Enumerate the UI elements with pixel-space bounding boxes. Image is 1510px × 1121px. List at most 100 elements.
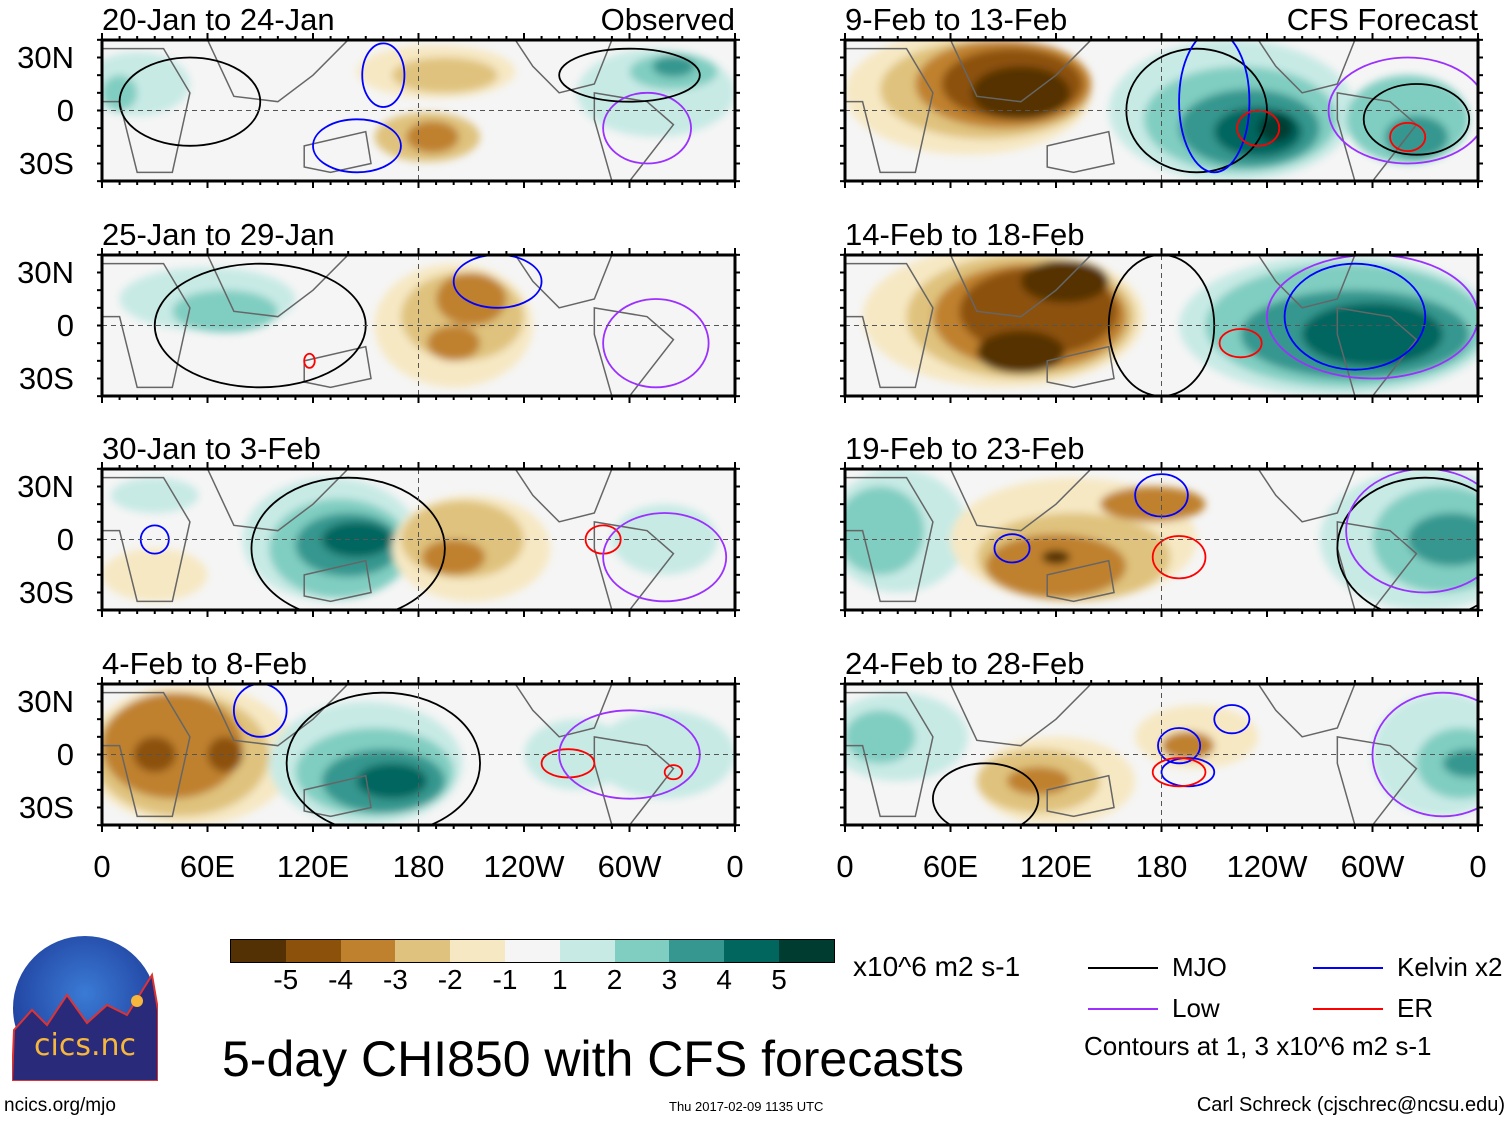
kelvin-contour (1283, 262, 1427, 371)
er-contour (1236, 109, 1281, 147)
chi-anomaly-region (133, 736, 176, 773)
lat-label: 0 (56, 308, 74, 343)
kelvin-contour (1157, 727, 1202, 765)
coastline (303, 774, 372, 818)
lon-label: 120W (1226, 849, 1308, 884)
coastline (1046, 774, 1115, 818)
lat-label: 0 (56, 522, 74, 557)
chi-anomaly-region (422, 539, 486, 575)
lat-label: 30S (18, 146, 74, 181)
chi-anomaly-region (172, 290, 278, 333)
lon-label: 0 (1469, 849, 1487, 884)
lat-label: 30S (18, 361, 74, 396)
panel-title: 30-Jan to 3-Feb (102, 431, 321, 466)
coastline (514, 469, 613, 523)
coastline (206, 469, 350, 532)
colorbar-swatch (724, 940, 779, 962)
colorbar-label: 4 (716, 964, 732, 995)
colorbar-swatch (395, 940, 451, 962)
coastline (1336, 91, 1418, 181)
timestamp: Thu 2017-02-09 1135 UTC (669, 1099, 824, 1114)
map-plot (840, 248, 1483, 403)
lon-label: 0 (93, 849, 111, 884)
coastline (102, 262, 191, 389)
panel-tag: CFS Forecast (1286, 2, 1478, 37)
colorbar-label: 1 (552, 964, 568, 995)
mjo-contour (118, 56, 262, 147)
colorbar-swatch (450, 940, 505, 962)
legend-mjo: MJO (1088, 952, 1227, 983)
chi-anomaly-region (1041, 550, 1071, 565)
chi-anomaly-region (436, 272, 507, 326)
er-contour (540, 748, 596, 779)
colorbar-label: 5 (771, 964, 787, 995)
chi-anomaly-region (1258, 114, 1294, 143)
er-line-icon (1313, 1007, 1383, 1010)
chi-anomaly-region (392, 57, 498, 93)
mjo-contour (1336, 476, 1478, 610)
map-plot (97, 33, 740, 188)
low-contour (602, 298, 710, 389)
coastline (1046, 559, 1115, 603)
low-line-icon (1088, 1007, 1158, 1010)
coastline (514, 255, 613, 309)
coastline (1046, 345, 1115, 389)
chi-anomaly-region (1442, 749, 1478, 778)
coastline (845, 476, 934, 603)
kelvin-contour (1178, 40, 1251, 174)
mjo-contour (932, 762, 1040, 825)
coastline (845, 691, 934, 818)
chi-anomaly-region (1099, 486, 1206, 522)
colorbar-swatch (559, 940, 615, 962)
kelvin-line-icon (1313, 966, 1383, 969)
lat-label: 30S (18, 575, 74, 610)
kelvin-contour (232, 684, 288, 738)
coastline (514, 684, 613, 738)
coastline (102, 691, 191, 818)
map-plot (97, 677, 740, 832)
panel-title: 4-Feb to 8-Feb (102, 646, 308, 681)
colorbar-swatch (778, 940, 834, 962)
lon-label: 180 (1135, 849, 1188, 884)
coastline (845, 262, 934, 389)
lon-label: 60W (1340, 849, 1405, 884)
chi-anomaly-region (427, 325, 481, 361)
low-contour (1345, 469, 1478, 594)
map-plot (840, 462, 1483, 617)
lat-label: 30N (17, 684, 74, 719)
map-plot (840, 33, 1483, 188)
map-plot (97, 248, 740, 403)
panel-title: 20-Jan to 24-Jan (102, 2, 335, 37)
coastline (1336, 735, 1418, 825)
panel-title: 9-Feb to 13-Feb (845, 2, 1068, 37)
chi-anomaly-region (524, 719, 630, 790)
er-contour (1151, 535, 1207, 580)
coastline (1257, 684, 1356, 738)
legend-er: ER (1313, 993, 1433, 1024)
chi-anomaly-region (1384, 115, 1449, 159)
panel-title: 25-Jan to 29-Jan (102, 217, 335, 252)
low-contour (602, 512, 728, 603)
lon-label: 60E (179, 849, 236, 884)
lat-label: 30N (17, 40, 74, 75)
map-plot (840, 677, 1483, 832)
chi-anomaly-region (1161, 731, 1215, 760)
source-url[interactable]: ncics.org/mjo (4, 1095, 116, 1116)
colorbar-swatch (614, 940, 670, 962)
colorbar-swatch (231, 940, 286, 962)
er-contour (1218, 328, 1263, 359)
chi-anomaly-region (985, 534, 1127, 598)
panel-title: 14-Feb to 18-Feb (845, 217, 1085, 252)
panel-tag: Observed (600, 2, 735, 37)
logo-text: cics.nc (34, 1028, 136, 1063)
lat-label: 0 (56, 93, 74, 128)
coastline (102, 47, 191, 174)
units-label: x10^6 m2 s-1 (853, 951, 1021, 982)
coastline (1046, 130, 1115, 174)
cics-logo: cics.nc (12, 936, 158, 1081)
panel-title: 24-Feb to 28-Feb (845, 646, 1085, 681)
coastline (1336, 306, 1418, 396)
er-contour (1151, 757, 1207, 788)
chi-anomaly-region (356, 763, 428, 799)
contour-note: Contours at 1, 3 x10^6 m2 s-1 (1084, 1031, 1432, 1061)
